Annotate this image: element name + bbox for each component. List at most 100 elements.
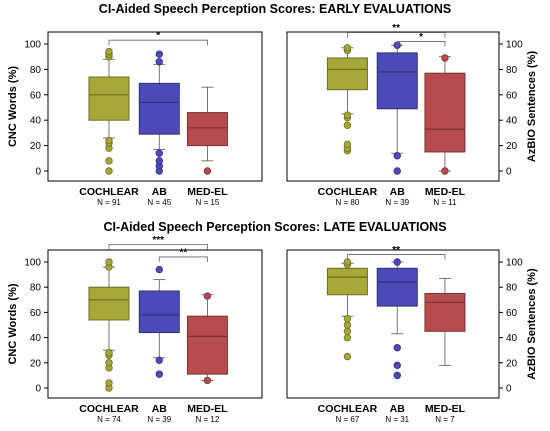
- y-tick-label: 80: [30, 283, 42, 294]
- outlier-point: [203, 167, 212, 175]
- x-category-label: COCHLEAR: [318, 186, 378, 198]
- outlier-point: [105, 258, 113, 266]
- outlier-point: [105, 157, 113, 165]
- y-tick-label: 100: [506, 40, 523, 51]
- x-category-label: MED-EL: [187, 403, 228, 415]
- box-cochlear: [88, 286, 130, 321]
- significance-label: **: [179, 247, 187, 258]
- y-tick-label: 20: [506, 358, 518, 369]
- outlier-point: [105, 167, 113, 175]
- y-tick-label: 40: [30, 116, 42, 127]
- box-med-el: [186, 112, 228, 147]
- x-category-label: AB: [390, 403, 406, 415]
- y-tick-label: 0: [506, 167, 512, 178]
- box-ab: [376, 267, 418, 307]
- significance-bracket: [347, 254, 446, 260]
- outlier-point: [343, 258, 352, 266]
- outlier-point: [343, 321, 352, 329]
- y-tick-label: 80: [30, 65, 42, 76]
- x-n-label: N = 11: [433, 198, 457, 207]
- significance-bracket: [396, 41, 446, 47]
- significance-label: **: [392, 245, 400, 256]
- box-med-el: [424, 293, 466, 332]
- x-n-label: N = 80: [336, 198, 360, 207]
- outlier-point: [343, 352, 352, 361]
- x-n-label: N = 45: [147, 198, 171, 207]
- outlier-point: [343, 333, 352, 342]
- y-tick-label: 0: [35, 384, 41, 395]
- y-axis-label: CNC Words (%): [7, 66, 19, 147]
- y-axis-label: AzBIO Sentences (%): [526, 268, 538, 380]
- outlier-point: [155, 157, 163, 165]
- y-tick-label: 80: [506, 65, 518, 76]
- outlier-point: [105, 379, 113, 387]
- outlier-point: [393, 258, 401, 266]
- y-tick-label: 100: [506, 258, 523, 269]
- x-category-label: AB: [152, 186, 168, 198]
- y-tick-label: 40: [506, 333, 518, 344]
- x-category-label: COCHLEAR: [318, 403, 378, 415]
- outlier-point: [393, 343, 401, 352]
- significance-label: *: [419, 32, 423, 43]
- x-category-label: MED-EL: [425, 186, 466, 198]
- early-evaluations-title: CI-Aided Speech Perception Scores: EARLY…: [98, 2, 452, 16]
- outlier-point: [393, 152, 401, 160]
- outlier-point: [441, 54, 449, 62]
- box-cochlear: [326, 57, 368, 91]
- outlier-point: [155, 370, 163, 378]
- x-n-label: N = 74: [97, 415, 121, 424]
- box-cochlear: [326, 267, 368, 296]
- box-med-el: [186, 315, 228, 375]
- x-category-label: AB: [152, 403, 168, 415]
- outlier-point: [105, 47, 113, 56]
- y-tick-label: 20: [30, 358, 42, 369]
- significance-bracket: [158, 256, 208, 262]
- outlier-point: [105, 359, 113, 367]
- significance-bracket: [108, 39, 208, 46]
- x-n-label: N = 91: [97, 198, 121, 207]
- x-category-label: COCHLEAR: [79, 403, 139, 415]
- outlier-point: [393, 361, 401, 370]
- x-category-label: AB: [390, 186, 406, 198]
- outlier-point: [393, 371, 401, 380]
- y-axis-label: CNC Words (%): [7, 283, 19, 364]
- outlier-point: [343, 111, 352, 119]
- outlier-point: [155, 50, 163, 58]
- outlier-point: [343, 327, 352, 335]
- box-med-el: [424, 72, 466, 153]
- outlier-point: [105, 349, 113, 357]
- outlier-point: [203, 292, 212, 300]
- significance-bracket: [347, 32, 446, 38]
- x-n-label: N = 67: [336, 415, 360, 424]
- y-tick-label: 40: [30, 333, 42, 344]
- panel-frame: [47, 31, 263, 182]
- y-axis-label: AzBIO Sentences (%): [526, 51, 538, 163]
- y-tick-label: 0: [506, 384, 512, 395]
- outlier-point: [155, 58, 163, 66]
- y-tick-label: 20: [506, 141, 518, 152]
- x-n-label: N = 7: [435, 415, 455, 424]
- x-n-label: N = 39: [385, 198, 409, 207]
- outlier-point: [155, 356, 163, 364]
- x-n-label: N = 15: [196, 198, 220, 207]
- significance-bracket: [108, 243, 208, 250]
- y-tick-label: 60: [506, 308, 518, 319]
- late-evaluations-title: CI-Aided Speech Perception Scores: LATE …: [103, 220, 447, 234]
- panel-frame: [286, 249, 500, 399]
- outlier-point: [441, 167, 449, 175]
- x-category-label: MED-EL: [187, 186, 228, 198]
- outlier-point: [343, 121, 352, 129]
- outlier-point: [155, 149, 163, 157]
- x-n-label: N = 31: [385, 415, 409, 424]
- y-tick-label: 60: [30, 90, 42, 101]
- outlier-point: [393, 167, 401, 175]
- box-ab: [376, 52, 418, 110]
- significance-label: **: [392, 23, 400, 34]
- x-category-label: MED-EL: [425, 403, 466, 415]
- outlier-point: [343, 44, 352, 52]
- box-ab: [138, 290, 180, 334]
- x-category-label: COCHLEAR: [79, 186, 139, 198]
- y-tick-label: 60: [30, 308, 42, 319]
- y-tick-label: 20: [30, 141, 42, 152]
- box-cochlear: [88, 76, 130, 121]
